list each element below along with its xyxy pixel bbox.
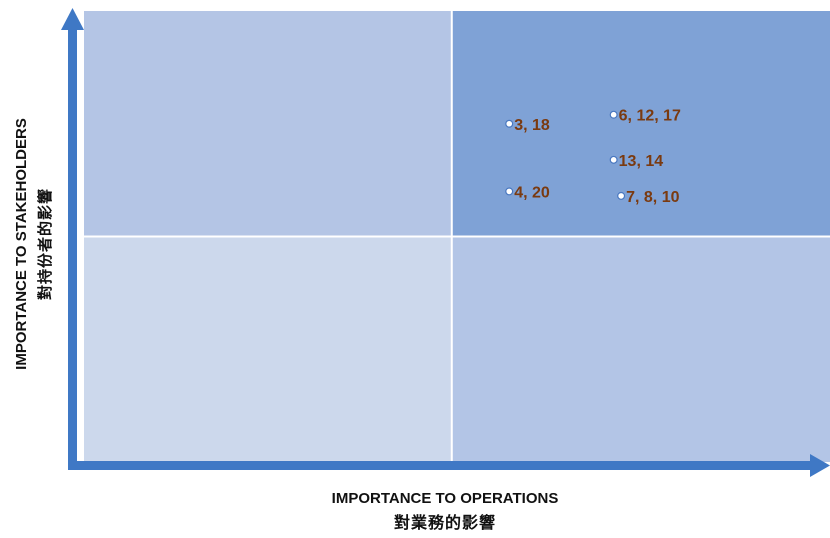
data-point-label: 4, 20 [514, 184, 550, 201]
data-point-marker [505, 187, 514, 196]
quadrant-top-right [451, 11, 830, 237]
x-axis-title-secondary: 對業務的影響 [394, 513, 496, 532]
data-point-marker [609, 155, 618, 164]
y-axis-title: IMPORTANCE TO STAKEHOLDERS [13, 118, 30, 370]
data-point-label: 13, 14 [619, 153, 664, 170]
data-point-label: 3, 18 [514, 117, 550, 134]
x-axis-line [68, 461, 813, 470]
data-point-label: 7, 8, 10 [626, 189, 679, 206]
x-axis-arrowhead [810, 454, 830, 477]
x-axis-title: IMPORTANCE TO OPERATIONS [332, 490, 559, 507]
data-point-marker [505, 119, 514, 128]
quadrant-top-left [84, 11, 452, 237]
quadrant-bottom-left [84, 236, 452, 462]
data-point-label: 6, 12, 17 [619, 108, 681, 125]
y-axis-arrowhead [61, 8, 84, 30]
y-axis-title-secondary: 對持份者的影響 [36, 188, 54, 300]
quadrant-bottom-right [451, 236, 830, 462]
y-axis-line [68, 26, 77, 470]
data-point-marker [617, 191, 626, 200]
data-point-marker [609, 110, 618, 119]
